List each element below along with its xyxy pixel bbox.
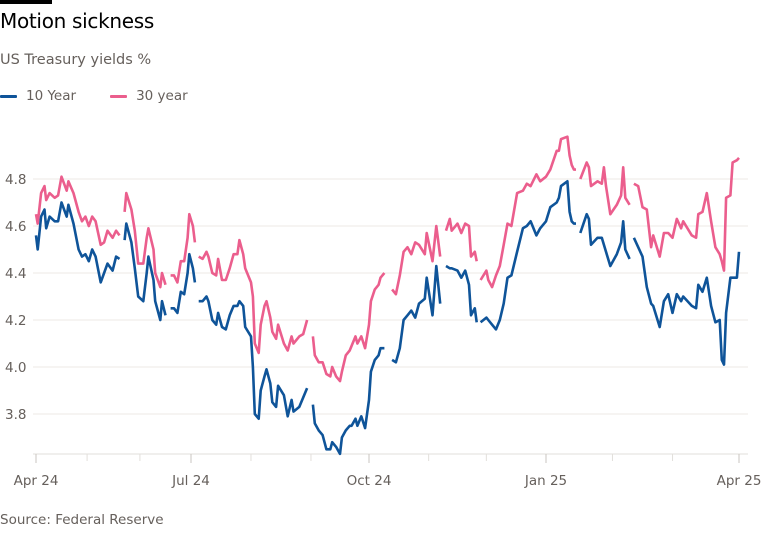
series-line-segment — [170, 252, 197, 315]
series-lines — [34, 135, 741, 456]
x-tick-label: Jul 24 — [171, 473, 210, 489]
y-tick-label: 4.8 — [5, 172, 26, 188]
series-line-segment — [311, 346, 385, 456]
series-line-segment — [579, 161, 631, 216]
series-30-year — [34, 135, 740, 383]
x-tick-label: Apr 24 — [14, 473, 59, 489]
series-line-segment — [123, 191, 167, 289]
y-tick-label: 3.8 — [5, 407, 26, 423]
legend-item-10-year: 10 Year — [0, 88, 76, 104]
y-tick-label: 4.0 — [5, 360, 26, 376]
y-tick-label: 4.6 — [5, 219, 26, 235]
chart-title: Motion sickness — [0, 9, 155, 33]
series-line-segment — [123, 222, 167, 322]
series-line-segment — [479, 135, 576, 289]
series-line-segment — [579, 212, 631, 268]
series-line-segment — [632, 237, 741, 366]
y-axis-labels: 3.8 4.0 4.2 4.4 4.6 4.8 — [5, 172, 26, 423]
legend-item-30-year: 30 year — [110, 88, 188, 104]
legend: 10 Year 30 year — [0, 88, 188, 104]
x-tick-label: Apr 25 — [717, 473, 762, 489]
legend-label-10-year: 10 Year — [26, 88, 77, 104]
series-line-segment — [198, 238, 309, 355]
legend-swatch-10-year — [0, 94, 17, 98]
series-line-segment — [34, 175, 121, 247]
series-line-segment — [633, 157, 740, 272]
y-tick-label: 4.4 — [5, 266, 26, 282]
series-line-segment — [311, 272, 386, 383]
legend-swatch-30-year — [110, 94, 128, 98]
brand-bar — [0, 0, 52, 4]
series-line-segment — [198, 295, 309, 420]
source-note: Source: Federal Reserve — [0, 512, 164, 528]
legend-label-30-year: 30 year — [136, 88, 188, 104]
chart-subtitle: US Treasury yields % — [0, 52, 152, 68]
gridlines — [33, 178, 748, 415]
series-line-segment — [391, 224, 442, 296]
series-line-segment — [391, 264, 442, 364]
series-line-segment — [170, 212, 197, 284]
series-line-segment — [479, 180, 576, 331]
x-tick-label: Jan 25 — [524, 473, 567, 489]
x-tick-label: Oct 24 — [347, 473, 392, 489]
series-line-segment — [445, 264, 478, 323]
series-line-segment — [34, 201, 121, 284]
series-10-year — [34, 180, 741, 456]
series-line-segment — [444, 217, 478, 262]
y-tick-label: 4.2 — [5, 313, 26, 329]
x-axis: Apr 24 Jul 24 Oct 24 Jan 25 Apr 25 — [14, 453, 762, 489]
